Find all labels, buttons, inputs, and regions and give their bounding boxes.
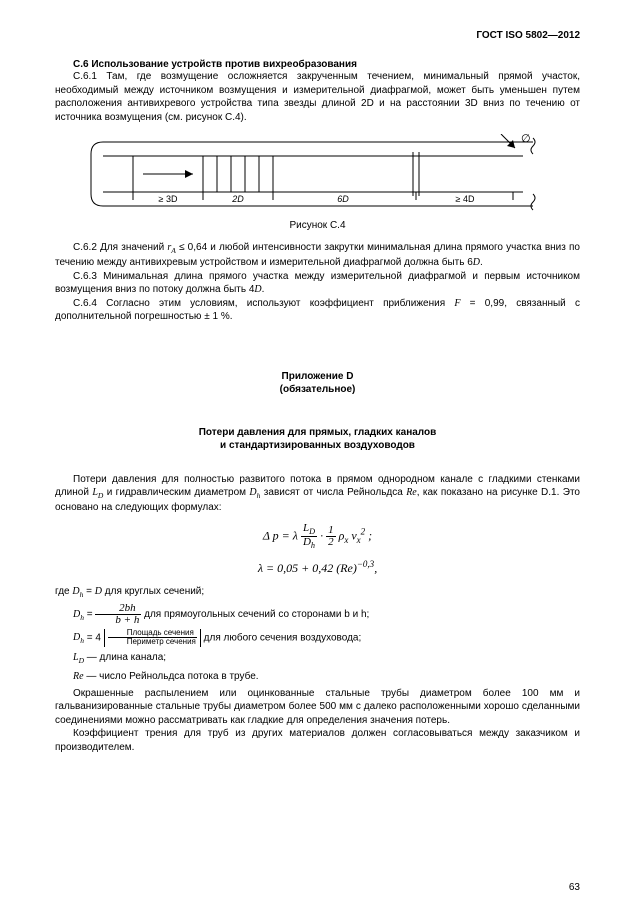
fig-seg1-label: ≥ 3D — [158, 194, 177, 204]
fig-seg2-label: 2D — [231, 194, 244, 204]
para-c6-1: С.6.1 Там, где возмущение осложняется за… — [55, 70, 580, 124]
section-c6-title: С.6 Использование устройств против вихре… — [55, 59, 580, 70]
page-number: 63 — [569, 882, 580, 893]
para-c6-4: С.6.4 Согласно этим условиям, используют… — [55, 297, 580, 324]
fig-seg4-label: ≥ 4D — [455, 194, 474, 204]
para-c6-3: С.6.3 Минимальная длина прямого участка … — [55, 270, 580, 297]
fig-seg3-label: 6D — [337, 194, 349, 204]
para-after-2: Коэффициент трения для труб из других ма… — [55, 727, 580, 754]
para-c6-2: С.6.2 Для значений rA ≤ 0,64 и любой инт… — [55, 241, 580, 270]
def-lead: где Dh = D для круглых сечений; — [55, 584, 580, 600]
def-ld: LD — длина канала; — [55, 650, 580, 666]
formula-delta-p: Δ p = λ LDDh · 12 ρx vx2 ; — [55, 523, 580, 551]
def-re: Re — число Рейнольдса потока в трубе. — [55, 669, 580, 684]
fig-dia-label: ∅ — [521, 134, 531, 145]
definitions-block: где Dh = D для круглых сечений; Dh = 2bh… — [55, 584, 580, 684]
appendix-d-title: Потери давления для прямых, гладких кана… — [55, 426, 580, 453]
def-rect: Dh = 2bhb + h для прямоугольных сечений … — [55, 603, 580, 626]
appendix-d-intro: Потери давления для полностью развитого … — [55, 473, 580, 515]
def-any: Dh = 4 Площадь сеченияПериметр сечения д… — [55, 629, 580, 647]
doc-id-header: ГОСТ ISO 5802—2012 — [55, 30, 580, 41]
figure-c4: ≥ 3D 2D 6D ≥ 4D ∅ — [83, 134, 553, 214]
figure-c4-caption: Рисунок С.4 — [55, 220, 580, 231]
formula-lambda: λ = 0,05 + 0,42 (Re)−0,3, — [55, 559, 580, 576]
para-after-1: Окрашенные распылением или оцинкованные … — [55, 687, 580, 728]
appendix-d-head: Приложение D (обязательное) — [55, 370, 580, 396]
